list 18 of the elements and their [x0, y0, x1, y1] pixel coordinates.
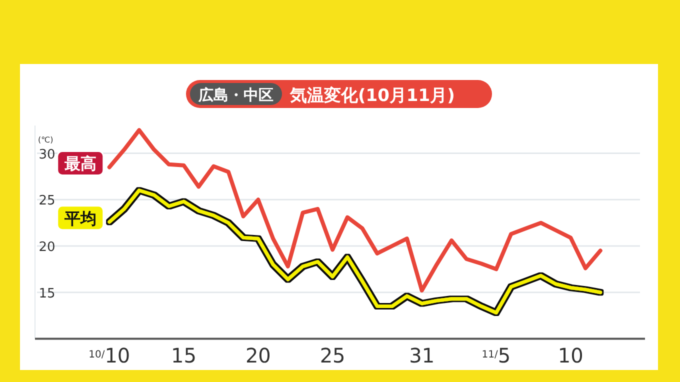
y-axis-title: (℃): [38, 136, 54, 144]
chart-title: 気温変化(10月11月): [289, 86, 455, 106]
series-label: 平均: [63, 208, 96, 228]
chart-subtitle: 広島・中区: [198, 86, 274, 104]
x-tick-label: 31: [409, 344, 435, 368]
x-tick-label: 25: [320, 344, 346, 368]
x-tick-label: 15: [171, 344, 197, 368]
x-tick-label: $^{10/}$10: [88, 344, 130, 368]
y-tick-label: 15: [38, 286, 56, 302]
x-tick-label: 20: [245, 344, 271, 368]
series-label: 最高: [63, 154, 96, 174]
line-series: [107, 128, 602, 292]
line-series: [108, 188, 602, 314]
x-tick-label: 10: [558, 344, 584, 368]
y-tick-label: 25: [38, 194, 56, 209]
y-tick-label: 20: [38, 240, 56, 256]
x-tick-label: $^{11/}$5: [482, 344, 511, 368]
y-tick-label: 30: [38, 147, 56, 162]
